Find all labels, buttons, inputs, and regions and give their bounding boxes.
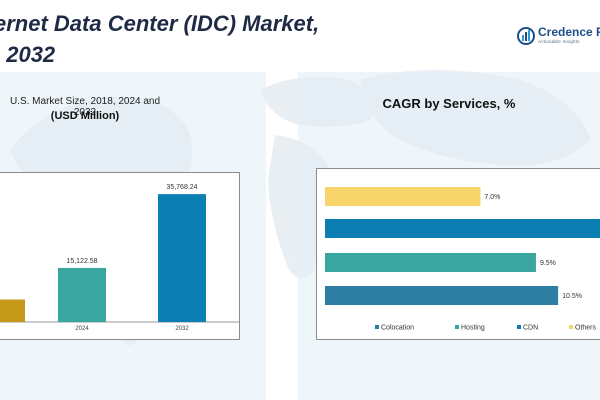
value-label-colocation: 10.5% <box>562 293 582 300</box>
title-line-1: ernet Data Center (IDC) Market, <box>0 11 320 36</box>
legend-label-hosting: Hosting <box>461 325 485 332</box>
credence-logo: Credence Re Actionable Insights <box>516 24 600 48</box>
bar-2032 <box>158 194 206 322</box>
legend-swatch-hosting <box>455 325 459 329</box>
legend-swatch-cdn <box>517 325 521 329</box>
cagr-chart-frame: 7.0% 9.5% 10.5% Colocation Hosting CDN Others <box>316 168 600 340</box>
legend-swatch-others <box>569 325 573 329</box>
cagr-title: CAGR by Services, % <box>382 96 516 111</box>
logo-tagline: Actionable Insights <box>538 39 580 44</box>
bar-cdn <box>325 219 600 238</box>
legend-label-colocation: Colocation <box>381 325 414 332</box>
value-label-others: 7.0% <box>484 194 500 201</box>
logo-name: Credence Re <box>538 25 600 39</box>
category-label-2032: 2032 <box>175 326 189 332</box>
bar-hosting <box>325 253 536 272</box>
bar-2018 <box>0 299 25 322</box>
market-size-chart: 15,122.58 2024 35,768.24 2032 <box>0 184 239 332</box>
cagr-chart: 7.0% 9.5% 10.5% Colocation Hosting CDN Others <box>325 187 600 332</box>
title-line-2: , 2032 <box>0 42 56 67</box>
bar-2024 <box>58 267 106 322</box>
logo-icon <box>517 27 535 45</box>
market-size-title: U.S. Market Size, 2018, 2024 and 2032 <box>9 96 161 118</box>
value-label-hosting: 9.5% <box>540 260 556 267</box>
market-size-unit: (USD Million) <box>50 110 120 122</box>
value-label-2032: 35,768.24 <box>166 184 197 191</box>
market-size-chart-frame: 15,122.58 2024 35,768.24 2032 <box>0 172 240 340</box>
bar-colocation <box>325 286 559 305</box>
legend-label-cdn: CDN <box>523 325 538 332</box>
legend-label-others: Others <box>575 325 597 332</box>
bar-others <box>325 187 481 206</box>
category-label-2024: 2024 <box>75 326 89 332</box>
legend-swatch-colocation <box>375 325 379 329</box>
value-label-2024: 15,122.58 <box>66 258 97 265</box>
